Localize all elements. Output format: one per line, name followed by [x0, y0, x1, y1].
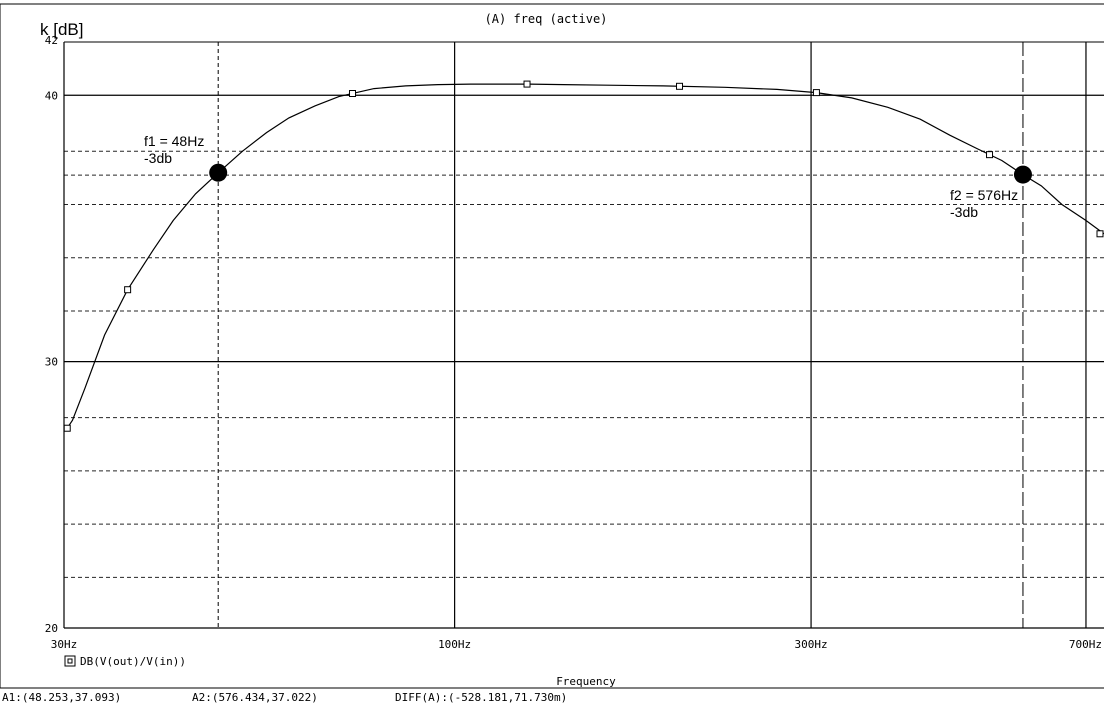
cursor-a2-dot [1013, 165, 1032, 184]
annotation-f1-db: -3db [144, 150, 172, 166]
data-marker [676, 82, 684, 90]
data-marker [63, 424, 71, 432]
annotation-f2-db: -3db [950, 204, 978, 220]
series-line [66, 83, 1104, 429]
data-marker [986, 151, 994, 159]
data-marker [124, 286, 132, 294]
x-tick-label: 100Hz [438, 638, 471, 651]
y-tick-label: 30 [45, 356, 58, 369]
chart-title: (A) freq (active) [485, 12, 608, 26]
y-tick-label: 42 [45, 34, 58, 47]
x-tick-label: 300Hz [795, 638, 828, 651]
annotation-f1: f1 = 48Hz [144, 133, 204, 149]
legend-marker-inner [67, 658, 73, 664]
x-tick-label: 30Hz [51, 638, 78, 651]
data-marker [523, 80, 531, 88]
data-marker [1096, 230, 1104, 238]
cursor-a1-dot [209, 163, 228, 182]
y-axis-label: k [dB] [40, 20, 83, 39]
status-diff: DIFF(A):(-528.181,71.730m) [395, 691, 567, 704]
y-tick-label: 40 [45, 89, 58, 102]
x-axis-label: Frequency [556, 675, 616, 688]
data-marker [812, 89, 820, 97]
x-tick-label: 700Hz [1069, 638, 1102, 651]
legend-label: DB(V(out)/V(in)) [80, 655, 186, 668]
data-marker [349, 90, 357, 98]
y-tick-label: 20 [45, 622, 58, 635]
status-a2: A2:(576.434,37.022) [192, 691, 318, 704]
annotation-f2: f2 = 576Hz [950, 187, 1018, 203]
status-a1: A1:(48.253,37.093) [2, 691, 121, 704]
